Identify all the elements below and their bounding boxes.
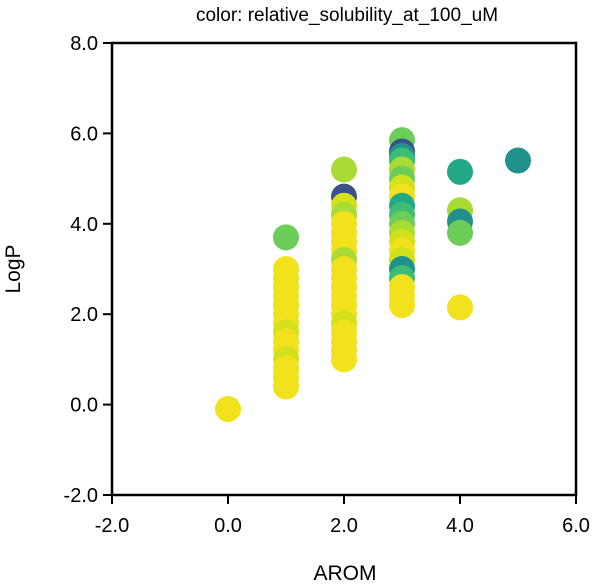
x-tick-label: 0.0 bbox=[214, 515, 242, 537]
chart-title: color: relative_solubility_at_100_uM bbox=[196, 5, 498, 26]
x-axis-ticks: -2.0 0.0 2.0 4.0 6.0 bbox=[95, 495, 590, 537]
y-tick-label: 0.0 bbox=[70, 395, 98, 417]
data-point bbox=[215, 396, 241, 423]
data-point bbox=[331, 346, 357, 373]
x-tick-label: 4.0 bbox=[446, 515, 474, 537]
y-tick-label: 4.0 bbox=[70, 214, 98, 236]
data-point bbox=[447, 158, 473, 185]
data-point bbox=[447, 294, 473, 321]
y-axis-title: LogP bbox=[2, 244, 25, 293]
x-axis-title: AROM bbox=[314, 562, 377, 585]
data-point bbox=[505, 147, 531, 174]
y-tick-label: -2.0 bbox=[64, 485, 98, 507]
data-point bbox=[273, 224, 299, 251]
y-tick-label: 2.0 bbox=[70, 304, 98, 326]
data-point bbox=[331, 156, 357, 183]
data-point bbox=[273, 373, 299, 400]
y-tick-label: 8.0 bbox=[70, 33, 98, 55]
y-tick-label: 6.0 bbox=[70, 123, 98, 145]
x-tick-label: -2.0 bbox=[95, 515, 129, 537]
data-point bbox=[447, 219, 473, 246]
data-points bbox=[215, 127, 531, 423]
y-axis-ticks: -2.0 0.0 2.0 4.0 6.0 8.0 bbox=[64, 33, 112, 507]
x-tick-label: 6.0 bbox=[562, 515, 590, 537]
x-tick-label: 2.0 bbox=[330, 515, 358, 537]
data-point bbox=[389, 292, 415, 319]
